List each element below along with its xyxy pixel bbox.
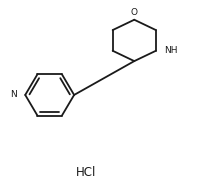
Text: N: N [10,90,17,99]
Text: NH: NH [164,46,178,55]
Text: O: O [131,8,138,17]
Text: HCl: HCl [76,165,97,179]
